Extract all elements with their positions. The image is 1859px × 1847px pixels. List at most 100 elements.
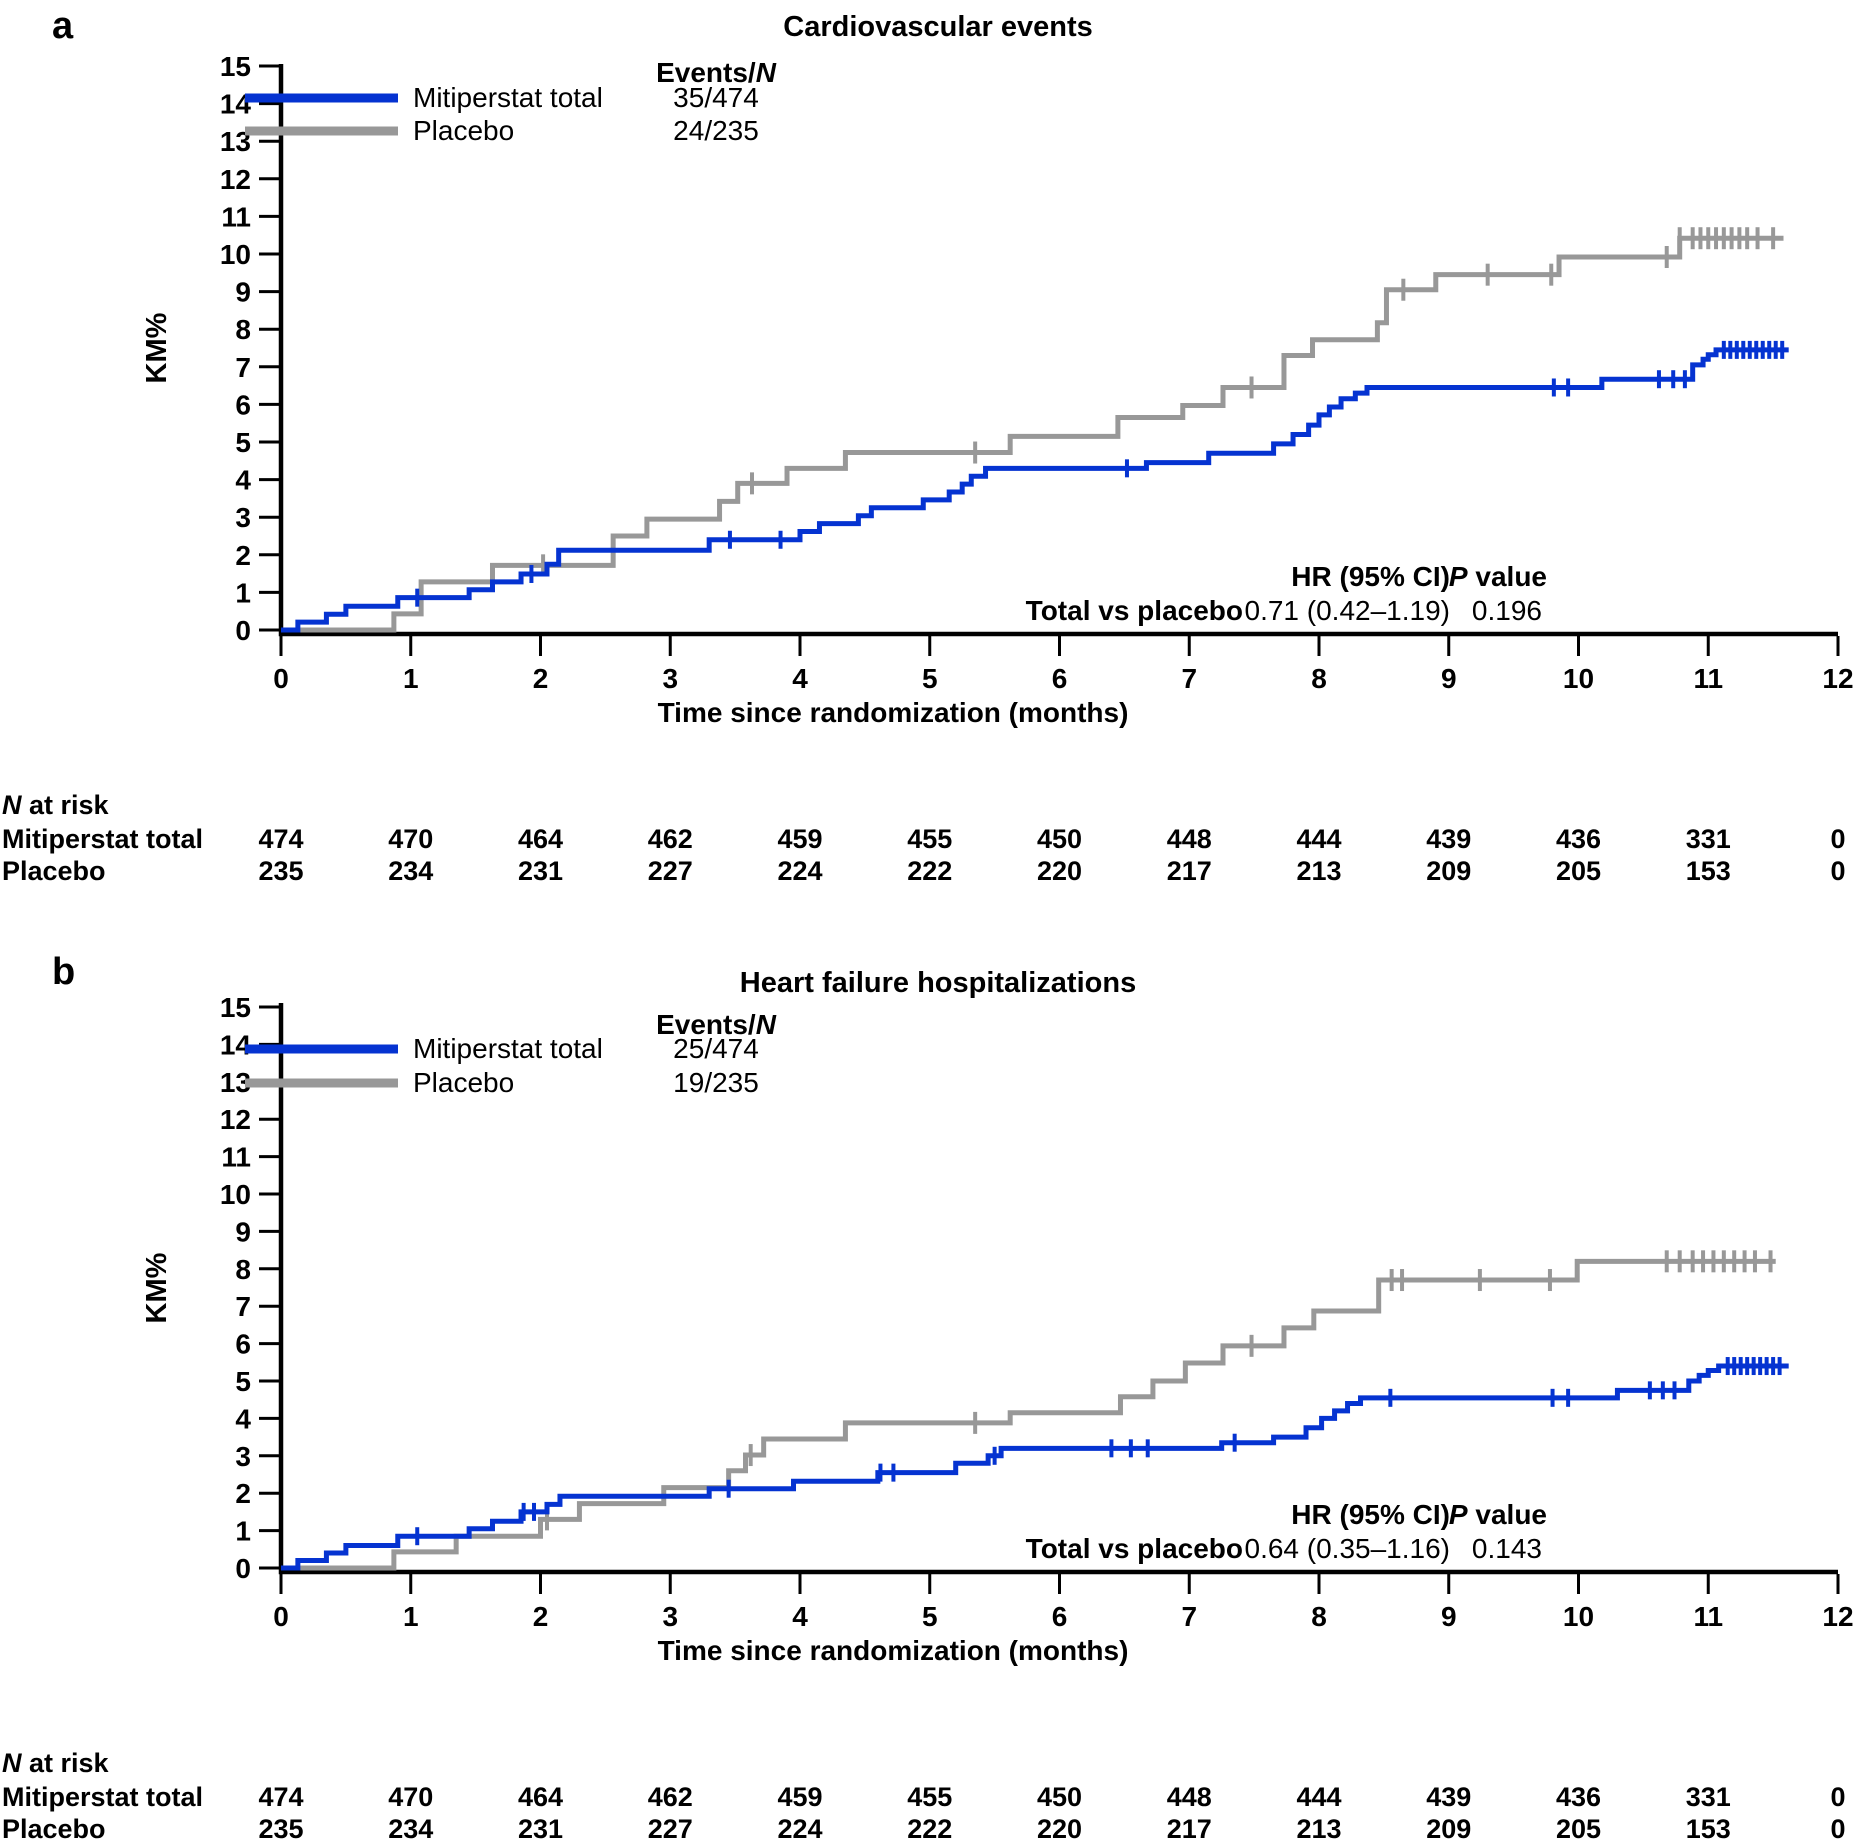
x-tick-label-b: 11: [1693, 1601, 1723, 1632]
y-tick-label-b: 0: [235, 1553, 251, 1584]
risk-value-b: 209: [1426, 1814, 1471, 1844]
x-tick-label-a: 7: [1181, 663, 1197, 694]
y-tick-label-a: 12: [220, 164, 251, 195]
x-tick-label-a: 6: [1052, 663, 1068, 694]
risk-value-b: 474: [258, 1782, 303, 1812]
p-header-a: P value: [1449, 561, 1547, 592]
x-tick-label-a: 1: [403, 663, 419, 694]
x-tick-label-b: 2: [533, 1601, 549, 1632]
legend-label-b: Placebo: [413, 1067, 514, 1098]
risk-value-a: 462: [648, 824, 693, 854]
y-axis-title-a: KM%: [141, 312, 173, 383]
y-tick-label-a: 2: [235, 540, 251, 571]
km-curve-placebo-a: [281, 235, 1784, 633]
x-tick-label-a: 8: [1311, 663, 1327, 694]
y-tick-label-b: 9: [235, 1216, 251, 1247]
x-tick-label-b: 7: [1181, 1601, 1197, 1632]
risk-value-b: 444: [1296, 1782, 1341, 1812]
risk-value-a: 231: [518, 856, 563, 886]
risk-value-b: 0: [1830, 1782, 1845, 1812]
p-header-b: P value: [1449, 1499, 1547, 1530]
risk-value-b: 455: [907, 1782, 952, 1812]
y-tick-label-a: 4: [235, 465, 251, 496]
y-tick-label-a: 9: [235, 277, 251, 308]
hr-row-label-a: Total vs placebo: [1026, 595, 1243, 626]
x-tick-label-b: 6: [1052, 1601, 1068, 1632]
y-tick-label-b: 12: [220, 1104, 251, 1135]
y-tick-label-b: 5: [235, 1366, 251, 1397]
risk-value-b: 436: [1556, 1782, 1601, 1812]
x-tick-label-a: 4: [792, 663, 808, 694]
x-tick-label-a: 11: [1693, 663, 1723, 694]
legend-header-b: Events/N: [656, 1009, 777, 1040]
legend-events-n-a: 24/235: [673, 115, 759, 146]
risk-value-b: 213: [1296, 1814, 1341, 1844]
x-tick-label-b: 0: [273, 1601, 289, 1632]
p-value-a: 0.196: [1472, 595, 1542, 626]
panel-label-b: b: [52, 951, 75, 993]
risk-row-label-b: Mitiperstat total: [2, 1782, 203, 1812]
risk-value-b: 331: [1686, 1782, 1731, 1812]
risk-value-a: 235: [258, 856, 303, 886]
risk-value-a: 234: [388, 856, 433, 886]
risk-row-label-a: Placebo: [2, 856, 106, 886]
risk-value-b: 462: [648, 1782, 693, 1812]
panel-title-b: Heart failure hospitalizations: [740, 967, 1136, 999]
x-tick-label-b: 9: [1441, 1601, 1457, 1632]
risk-value-b: 459: [777, 1782, 822, 1812]
legend-label-a: Placebo: [413, 115, 514, 146]
risk-value-a: 444: [1296, 824, 1341, 854]
risk-value-b: 222: [907, 1814, 952, 1844]
risk-value-a: 459: [777, 824, 822, 854]
risk-value-b: 0: [1830, 1814, 1845, 1844]
risk-value-b: 448: [1167, 1782, 1212, 1812]
risk-value-a: 331: [1686, 824, 1731, 854]
x-tick-label-a: 0: [273, 663, 289, 694]
risk-value-a: 470: [388, 824, 433, 854]
y-tick-label-a: 5: [235, 427, 251, 458]
x-tick-label-b: 10: [1563, 1601, 1594, 1632]
x-tick-label-b: 4: [792, 1601, 808, 1632]
x-tick-label-a: 12: [1822, 663, 1853, 694]
risk-value-b: 450: [1037, 1782, 1082, 1812]
x-tick-label-b: 1: [403, 1601, 419, 1632]
risk-value-b: 470: [388, 1782, 433, 1812]
legend-header-a: Events/N: [656, 57, 777, 88]
legend-events-n-a: 35/474: [673, 82, 759, 113]
risk-value-b: 205: [1556, 1814, 1601, 1844]
risk-value-a: 205: [1556, 856, 1601, 886]
legend-label-b: Mitiperstat total: [413, 1033, 603, 1064]
x-tick-label-a: 3: [662, 663, 678, 694]
y-tick-label-a: 14: [220, 89, 252, 120]
y-tick-label-a: 15: [220, 51, 251, 82]
x-tick-label-a: 9: [1441, 663, 1457, 694]
panel-title-a: Cardiovascular events: [783, 11, 1092, 43]
y-tick-label-b: 8: [235, 1254, 251, 1285]
y-tick-label-b: 3: [235, 1441, 251, 1472]
y-tick-label-b: 15: [220, 992, 251, 1023]
legend-label-a: Mitiperstat total: [413, 82, 603, 113]
risk-value-b: 227: [648, 1814, 693, 1844]
axes-b: [278, 1003, 1838, 1575]
risk-row-label-b: Placebo: [2, 1814, 106, 1844]
risk-value-a: 474: [258, 824, 303, 854]
risk-value-a: 464: [518, 824, 563, 854]
hr-row-label-b: Total vs placebo: [1026, 1533, 1243, 1564]
y-tick-label-b: 4: [235, 1403, 251, 1434]
x-tick-label-b: 8: [1311, 1601, 1327, 1632]
y-tick-label-b: 11: [221, 1142, 251, 1173]
y-tick-label-a: 0: [235, 615, 251, 646]
legend-events-n-b: 25/474: [673, 1033, 759, 1064]
x-tick-label-a: 5: [922, 663, 938, 694]
risk-value-b: 224: [777, 1814, 822, 1844]
x-axis-title-b: Time since randomization (months): [658, 1635, 1129, 1666]
y-tick-label-a: 6: [235, 389, 251, 420]
hr-value-a: 0.71 (0.42–1.19): [1245, 595, 1451, 626]
x-tick-label-a: 2: [533, 663, 549, 694]
risk-value-a: 436: [1556, 824, 1601, 854]
y-tick-label-b: 6: [235, 1329, 251, 1360]
km-curve-mitiperstat-b: [281, 1363, 1789, 1571]
risk-value-a: 0: [1830, 824, 1845, 854]
